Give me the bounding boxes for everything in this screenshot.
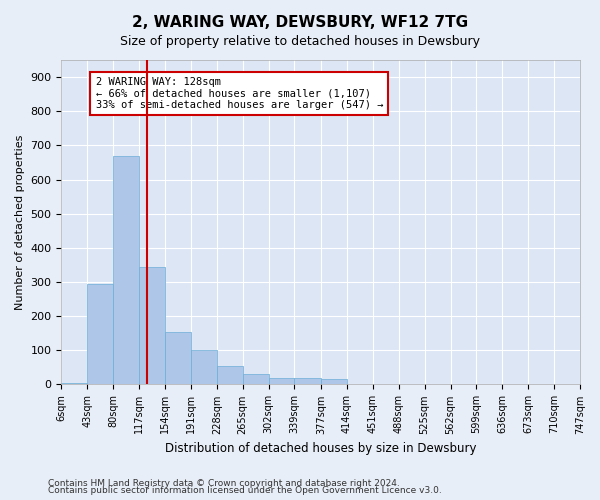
Bar — [321, 380, 347, 384]
Bar — [87, 284, 113, 384]
Bar — [217, 366, 242, 384]
Bar — [113, 156, 139, 384]
Y-axis label: Number of detached properties: Number of detached properties — [15, 134, 25, 310]
Bar — [61, 382, 87, 384]
Text: Size of property relative to detached houses in Dewsbury: Size of property relative to detached ho… — [120, 35, 480, 48]
Text: 2 WARING WAY: 128sqm
← 66% of detached houses are smaller (1,107)
33% of semi-de: 2 WARING WAY: 128sqm ← 66% of detached h… — [95, 77, 383, 110]
X-axis label: Distribution of detached houses by size in Dewsbury: Distribution of detached houses by size … — [165, 442, 476, 455]
Text: 2, WARING WAY, DEWSBURY, WF12 7TG: 2, WARING WAY, DEWSBURY, WF12 7TG — [132, 15, 468, 30]
Text: Contains public sector information licensed under the Open Government Licence v3: Contains public sector information licen… — [48, 486, 442, 495]
Bar — [242, 374, 269, 384]
Bar — [295, 378, 321, 384]
Bar — [269, 378, 295, 384]
Text: Contains HM Land Registry data © Crown copyright and database right 2024.: Contains HM Land Registry data © Crown c… — [48, 478, 400, 488]
Bar — [165, 332, 191, 384]
Bar — [191, 350, 217, 384]
Bar — [139, 266, 165, 384]
